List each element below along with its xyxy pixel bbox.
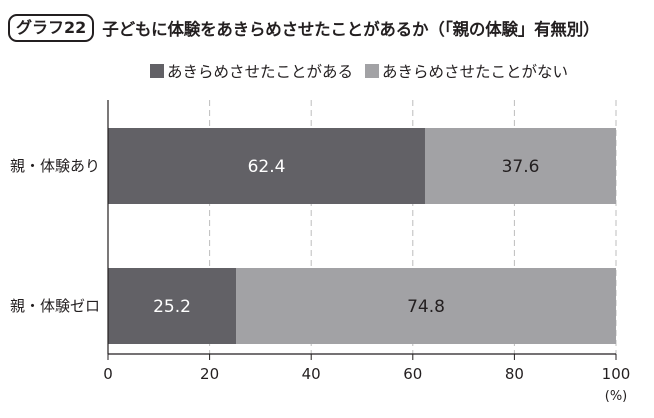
bar-2-series-1 [108, 268, 237, 344]
bars: 62.4 37.6 25.2 74.8 [108, 128, 617, 344]
x-tick-label-100: 100 [602, 365, 631, 383]
value-label-2-2: 74.8 [407, 297, 445, 317]
legend-item-gave-up: あきらめさせたことがある [150, 60, 353, 82]
chart-title: 子どもに体験をあきらめさせたことがあるか（「親の体験」有無別） [102, 20, 600, 39]
category-label-2: 親・体験ゼロ [10, 297, 100, 315]
legend-item-not-gave-up: あきらめさせたことがない [365, 60, 568, 82]
x-tick-label-0: 0 [103, 365, 113, 383]
legend-swatch-light [365, 64, 380, 78]
axis-unit-label: (%) [605, 389, 628, 404]
legend-swatch-dark [150, 64, 164, 78]
x-tick-label-40: 40 [302, 365, 321, 383]
category-label-1: 親・体験あり [10, 157, 100, 175]
bar-2-series-2 [236, 268, 617, 344]
graph-number-badge: グラフ22 [8, 14, 95, 42]
title-row: グラフ22 子どもに体験をあきらめさせたことがあるか（「親の体験」有無別） [8, 13, 600, 43]
legend-label-not-gave-up: あきらめさせたことがない [382, 63, 569, 81]
bar-1-series-1 [108, 128, 425, 204]
legend-label-gave-up: あきらめさせたことがある [167, 63, 354, 81]
legend: あきらめさせたことがある あきらめさせたことがない [150, 60, 580, 82]
x-tick-label-20: 20 [200, 365, 219, 383]
value-label-2-1: 25.2 [153, 297, 191, 317]
value-label-1-1: 62.4 [248, 157, 286, 177]
value-label-1-2: 37.6 [502, 157, 540, 177]
bar-1-series-2 [424, 128, 616, 204]
x-tick-label-60: 60 [403, 365, 422, 383]
x-tick-label-80: 80 [505, 365, 524, 383]
